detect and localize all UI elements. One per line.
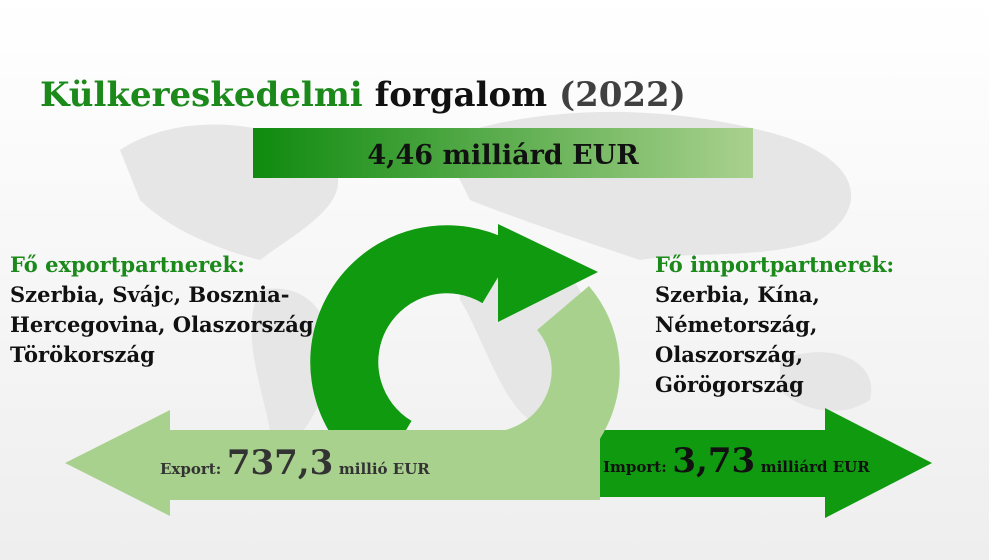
- import-lines: Szerbia, Kína, Németország, Olaszország, Gö…: [655, 282, 820, 397]
- import-label: Import: 3,73 milliárd EUR: [603, 441, 870, 481]
- title-green: Külkereskedelmi: [40, 75, 363, 115]
- import-amount: 3,73: [672, 441, 755, 481]
- partner-line: Szerbia, Svájc, Bosznia-: [10, 282, 289, 307]
- banner: [253, 128, 753, 178]
- import-heading: Fő importpartnerek:: [655, 252, 894, 277]
- partner-line: Törökország: [10, 342, 155, 367]
- partner-line: Görögország: [655, 372, 804, 397]
- export-lines: Szerbia, Svájc, Bosznia- Hercegovina, Ola…: [10, 282, 321, 367]
- partner-line: Szerbia, Kína,: [655, 282, 820, 307]
- title-year: (2022): [559, 75, 686, 115]
- banner-text: 4,46 milliárd EUR: [367, 140, 639, 171]
- export-heading: Fő exportpartnerek:: [10, 252, 245, 277]
- export-unit: millió EUR: [339, 460, 430, 478]
- export-arrow: [65, 410, 600, 516]
- import-arrow: [560, 408, 932, 518]
- cycle-dark-arc: [310, 225, 518, 480]
- cycle-arrowhead: [498, 224, 598, 322]
- partner-line: Olaszország,: [655, 342, 803, 367]
- import-text: Import:: [603, 458, 667, 476]
- title-black: forgalom: [375, 75, 548, 115]
- partner-line: Hercegovina, Olaszország,: [10, 312, 321, 337]
- title: Külkereskedelmi forgalom (2022): [40, 75, 686, 115]
- export-label: Export: 737,3 millió EUR: [160, 443, 430, 483]
- export-text: Export:: [160, 460, 221, 478]
- export-amount: 737,3: [227, 443, 333, 483]
- partner-line: Németország,: [655, 312, 817, 337]
- import-unit: milliárd EUR: [761, 458, 871, 476]
